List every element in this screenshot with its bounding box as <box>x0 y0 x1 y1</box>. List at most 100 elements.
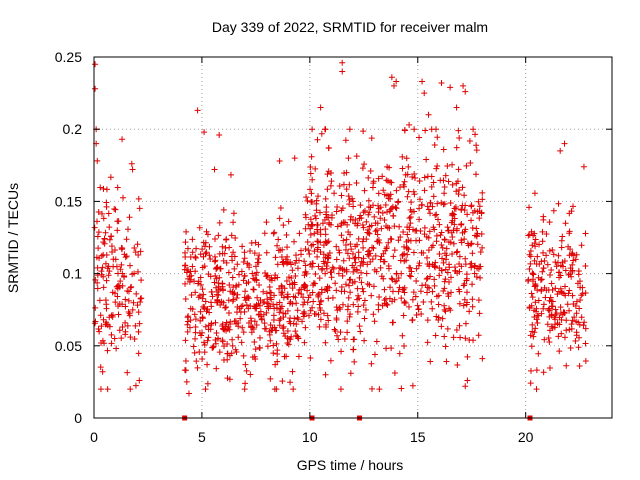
data-point <box>304 287 311 294</box>
data-point <box>438 229 445 236</box>
data-point <box>562 267 569 274</box>
data-point <box>98 252 105 259</box>
data-point <box>309 304 316 311</box>
data-point <box>182 296 189 303</box>
data-point <box>228 350 235 357</box>
data-point <box>286 336 293 343</box>
data-point <box>227 171 234 178</box>
data-point <box>546 338 553 345</box>
data-point <box>312 215 319 222</box>
data-point <box>425 111 432 118</box>
data-point <box>569 267 576 274</box>
data-point <box>450 334 457 341</box>
data-point <box>413 312 420 319</box>
data-point <box>557 262 564 269</box>
data-point <box>290 320 297 327</box>
data-point <box>214 335 221 342</box>
data-point <box>440 259 447 266</box>
data-point <box>103 252 110 259</box>
data-point <box>308 153 315 160</box>
data-point <box>329 294 336 301</box>
data-point <box>132 322 139 329</box>
data-point <box>472 131 479 138</box>
data-point <box>222 304 229 311</box>
data-point <box>555 333 562 340</box>
data-point <box>423 156 430 163</box>
data-point <box>453 227 460 234</box>
data-point <box>311 248 318 255</box>
data-point <box>394 199 401 206</box>
data-point <box>230 219 237 226</box>
data-point <box>347 276 354 283</box>
data-point <box>351 255 358 262</box>
data-point <box>263 273 270 280</box>
data-point <box>349 250 356 257</box>
data-point <box>343 169 350 176</box>
data-point <box>188 291 195 298</box>
data-point <box>263 219 270 226</box>
data-point <box>471 270 478 277</box>
data-point <box>426 228 433 235</box>
data-point <box>199 264 206 271</box>
data-point <box>238 268 245 275</box>
x-tick-label: 15 <box>410 429 426 445</box>
data-point <box>117 266 124 273</box>
data-point <box>388 275 395 282</box>
data-point <box>473 225 480 232</box>
data-point <box>137 299 144 306</box>
data-point <box>352 243 359 250</box>
data-point <box>207 273 214 280</box>
data-point <box>277 305 284 312</box>
data-point <box>337 329 344 336</box>
data-point <box>114 293 121 300</box>
data-point <box>131 244 138 251</box>
data-point <box>370 245 377 252</box>
data-point <box>473 273 480 280</box>
data-point <box>368 292 375 299</box>
data-point <box>573 298 580 305</box>
data-point <box>546 247 553 254</box>
data-point <box>203 249 210 256</box>
data-point <box>314 226 321 233</box>
data-point <box>103 277 110 284</box>
data-point <box>549 303 556 310</box>
data-point <box>136 377 143 384</box>
data-point <box>201 341 208 348</box>
data-point <box>576 305 583 312</box>
data-point <box>408 199 415 206</box>
data-point <box>357 328 364 335</box>
data-point <box>112 206 119 213</box>
data-point <box>216 219 223 226</box>
data-point <box>467 159 474 166</box>
data-point <box>309 176 316 183</box>
data-point <box>384 177 391 184</box>
data-point <box>405 163 412 170</box>
data-point <box>548 267 555 274</box>
data-point <box>266 328 273 335</box>
data-point <box>112 299 119 306</box>
data-point <box>527 380 534 387</box>
data-point <box>279 378 286 385</box>
data-point <box>418 249 425 256</box>
data-point <box>304 238 311 245</box>
data-point <box>537 276 544 283</box>
data-point <box>280 323 287 330</box>
data-point <box>340 257 347 264</box>
data-point <box>323 204 330 211</box>
data-point <box>360 302 367 309</box>
data-point <box>233 294 240 301</box>
data-point <box>93 218 100 225</box>
data-point <box>478 231 485 238</box>
data-point <box>391 223 398 230</box>
data-point <box>432 212 439 219</box>
data-point <box>572 338 579 345</box>
data-point <box>302 225 309 232</box>
data-point <box>264 343 271 350</box>
data-point <box>545 307 552 314</box>
data-point <box>310 298 317 305</box>
data-point <box>320 242 327 249</box>
data-point <box>271 292 278 299</box>
data-point <box>443 358 450 365</box>
data-point <box>221 326 228 333</box>
data-point <box>573 329 580 336</box>
